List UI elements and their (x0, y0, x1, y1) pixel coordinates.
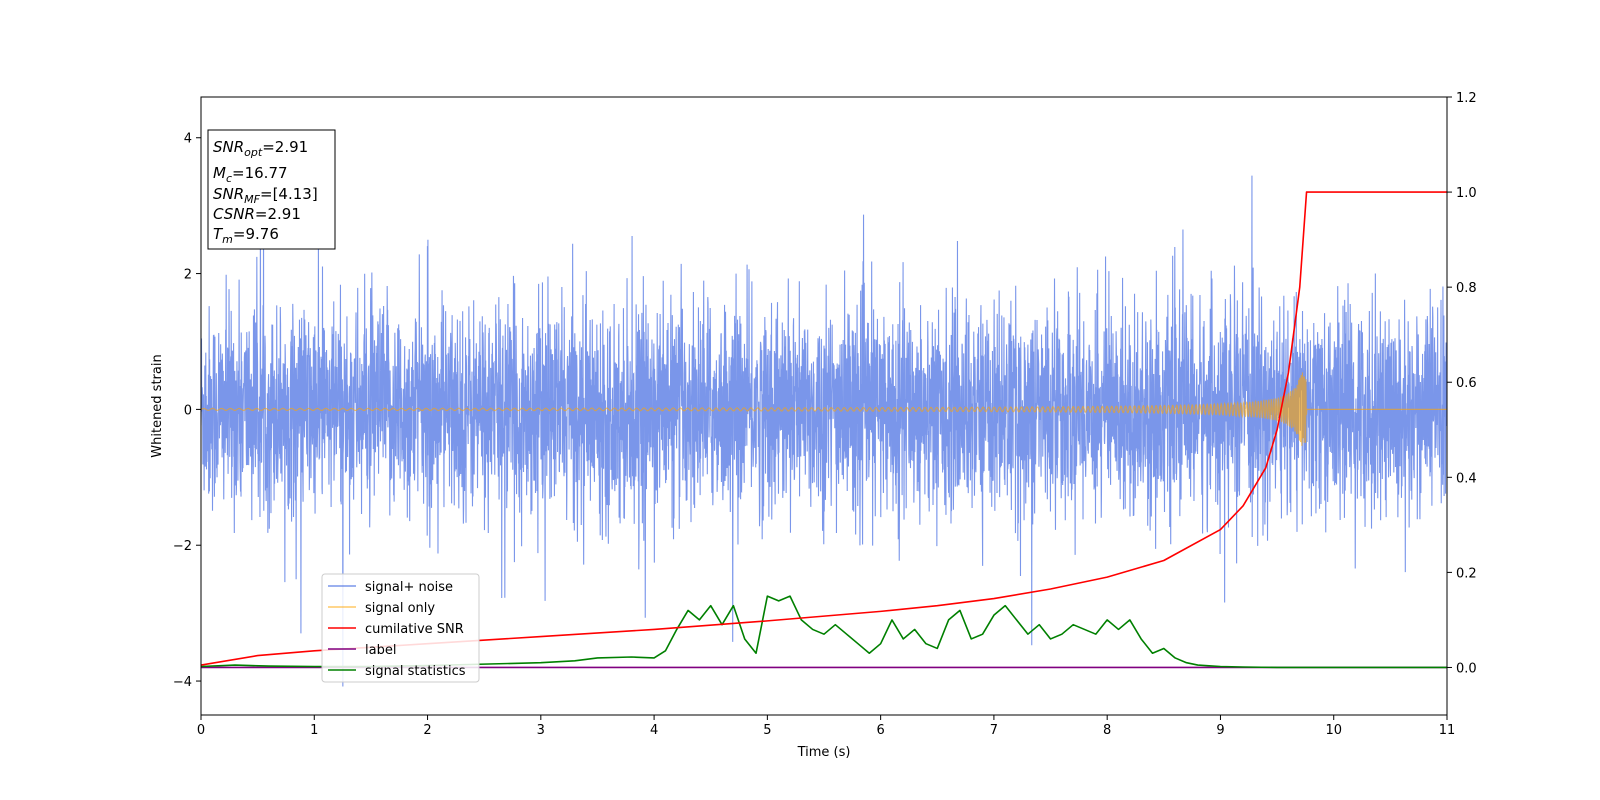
y-tick-label: −2 (173, 539, 192, 554)
x-tick-label: 9 (1216, 723, 1224, 738)
x-tick-label: 8 (1103, 723, 1111, 738)
svg-text:signal+ noise: signal+ noise (365, 580, 453, 595)
x-tick-label: 4 (650, 723, 658, 738)
x-tick-label: 1 (310, 723, 318, 738)
y-tick-label: 4 (184, 132, 192, 147)
mc-text: Mc=16.77 (213, 164, 288, 185)
x-tick-label: 0 (197, 723, 205, 738)
x-tick-label: 11 (1439, 723, 1456, 738)
svg-text:signal statistics: signal statistics (365, 664, 466, 679)
legend: signal+ noise signal only cumilative SNR… (321, 573, 480, 683)
snr-mf-text: SNRMF=[4.13] (213, 185, 318, 206)
info-box: SNRopt=2.91 Mc=16.77 SNRMF=[4.13] CSNR=2… (207, 129, 336, 250)
y-tick-label: −4 (173, 675, 192, 690)
signal-noise-line (201, 175, 1447, 687)
signal-only-series (201, 372, 1447, 446)
x-tick-label: 7 (990, 723, 998, 738)
x-tick-label: 2 (423, 723, 431, 738)
y2-tick-label: 0.0 (1456, 661, 1477, 676)
svg-text:cumilative SNR: cumilative SNR (365, 622, 464, 637)
y2-tick-label: 0.8 (1456, 281, 1477, 296)
y-axis: −4 −2 0 2 4 (173, 132, 201, 690)
legend-item-label: label (328, 643, 396, 658)
y2-axis: 0.0 0.2 0.4 0.6 0.8 1.0 1.2 (1447, 91, 1477, 676)
y-axis-label: Whitened strain (150, 354, 165, 457)
tm-text: Tm=9.76 (213, 225, 279, 246)
plot-frame (200, 96, 1448, 716)
y2-tick-label: 0.2 (1456, 566, 1477, 581)
signal-noise-series (201, 175, 1447, 687)
x-tick-label: 6 (876, 723, 884, 738)
svg-text:label: label (365, 643, 396, 658)
y2-tick-label: 1.2 (1456, 91, 1477, 106)
svg-text:signal only: signal only (365, 601, 435, 616)
csnr-text: CSNR=2.91 (213, 205, 301, 223)
y-tick-label: 2 (184, 268, 192, 283)
signal-statistics-line (201, 595, 1447, 669)
x-axis: 0 1 2 3 4 5 6 7 8 9 10 11 (197, 715, 1455, 738)
snr-opt-text: SNRopt=2.91 (213, 138, 308, 159)
x-tick-label: 3 (537, 723, 545, 738)
y2-tick-label: 0.6 (1456, 376, 1477, 391)
legend-item-signal-statistics: signal statistics (328, 664, 466, 679)
signal-only-line (201, 372, 1447, 446)
y2-tick-label: 1.0 (1456, 186, 1477, 201)
x-axis-label: Time (s) (797, 745, 851, 760)
x-tick-label: 10 (1325, 723, 1342, 738)
legend-item-signal-only: signal only (328, 601, 435, 616)
y-tick-label: 0 (184, 403, 192, 418)
legend-item-signal-noise: signal+ noise (328, 580, 453, 595)
y2-tick-label: 0.4 (1456, 471, 1477, 486)
x-tick-label: 5 (763, 723, 771, 738)
legend-item-cumulative-snr: cumilative SNR (328, 622, 464, 637)
